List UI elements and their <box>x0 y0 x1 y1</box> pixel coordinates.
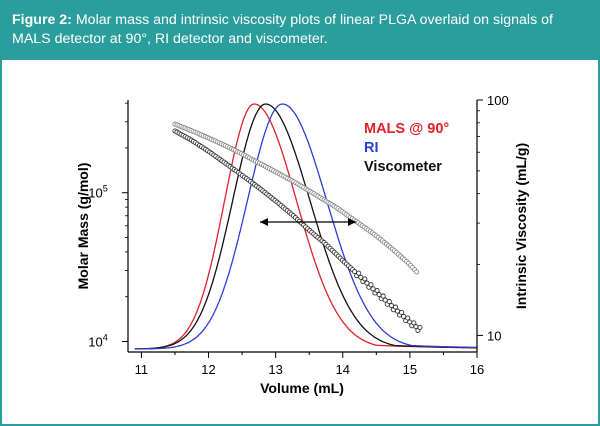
legend-ri: RI <box>364 140 379 156</box>
y-right-tick-label-1: 10 <box>487 328 501 343</box>
marker-0-105 <box>386 299 392 305</box>
marker-0-100 <box>376 292 382 298</box>
x-axis-label: Volume (mL) <box>260 380 344 396</box>
y-left-tick-label-0: 105 <box>88 184 107 201</box>
caption-label: Figure 2: <box>12 12 72 28</box>
x-tick-label-5: 16 <box>470 362 484 377</box>
data-marker-layer <box>172 121 423 333</box>
y-right-tick-label-0: 100 <box>487 93 509 108</box>
marker-0-103 <box>382 297 388 303</box>
y-left-tick-exponent-1: 4 <box>103 332 108 342</box>
marker-0-114 <box>405 315 411 321</box>
marker-0-106 <box>388 303 394 309</box>
y-left-tick-exponent-0: 5 <box>103 184 108 194</box>
marker-0-102 <box>380 293 386 299</box>
x-tick-label-1: 12 <box>201 362 215 377</box>
detector-curve-2 <box>134 103 477 350</box>
marker-0-112 <box>401 313 407 320</box>
marker-0-117 <box>411 320 417 326</box>
marker-0-108 <box>392 304 399 310</box>
x-tick-label-0: 11 <box>135 362 149 377</box>
marker-0-99 <box>374 287 380 294</box>
x-tick-label-2: 13 <box>268 362 282 377</box>
legend: MALS @ 90° RI Viscometer <box>364 121 449 175</box>
marker-0-120 <box>417 324 423 331</box>
y-axis-label-left: Molar Mass (g/mol) <box>75 163 91 290</box>
chart: 11 12 13 14 15 16 105 104 100 10 MALS @ 90° RI Vi… <box>75 93 529 396</box>
y-left-tick-label-1: 104 <box>88 332 107 349</box>
legend-viscometer: Viscometer <box>364 159 442 175</box>
x-tick-label-3: 14 <box>336 362 350 377</box>
marker-1-120 <box>414 269 420 275</box>
marker-0-109 <box>394 308 401 314</box>
direction-arrow <box>260 218 356 226</box>
y-axis-label-right: Intrinsic Viscosity (mL/g) <box>513 143 529 309</box>
marker-0-94 <box>364 280 370 286</box>
arrow-head-right <box>348 218 356 226</box>
marker-0-96 <box>368 282 374 288</box>
arrow-head-left <box>260 218 268 226</box>
marker-0-93 <box>362 276 368 282</box>
marker-0-88 <box>352 269 358 275</box>
caption-text: Molar mass and intrinsic viscosity plots… <box>12 12 553 47</box>
marker-0-97 <box>370 286 376 292</box>
x-tick-label-4: 15 <box>403 362 417 377</box>
marker-0-111 <box>399 309 405 316</box>
figure-caption: Figure 2: Molar mass and intrinsic visco… <box>2 2 598 60</box>
marker-0-90 <box>356 270 362 276</box>
legend-mals: MALS @ 90° <box>364 121 449 137</box>
